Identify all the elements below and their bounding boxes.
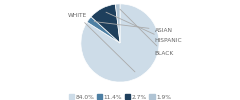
Text: BLACK: BLACK [120, 9, 174, 56]
Text: ASIAN: ASIAN [94, 22, 173, 33]
Text: HISPANIC: HISPANIC [106, 12, 182, 43]
Wedge shape [115, 4, 120, 43]
Wedge shape [87, 17, 120, 43]
Wedge shape [81, 4, 159, 82]
Text: WHITE: WHITE [68, 13, 135, 72]
Wedge shape [91, 4, 120, 43]
Legend: 84.0%, 11.4%, 2.7%, 1.9%: 84.0%, 11.4%, 2.7%, 1.9% [66, 92, 174, 100]
